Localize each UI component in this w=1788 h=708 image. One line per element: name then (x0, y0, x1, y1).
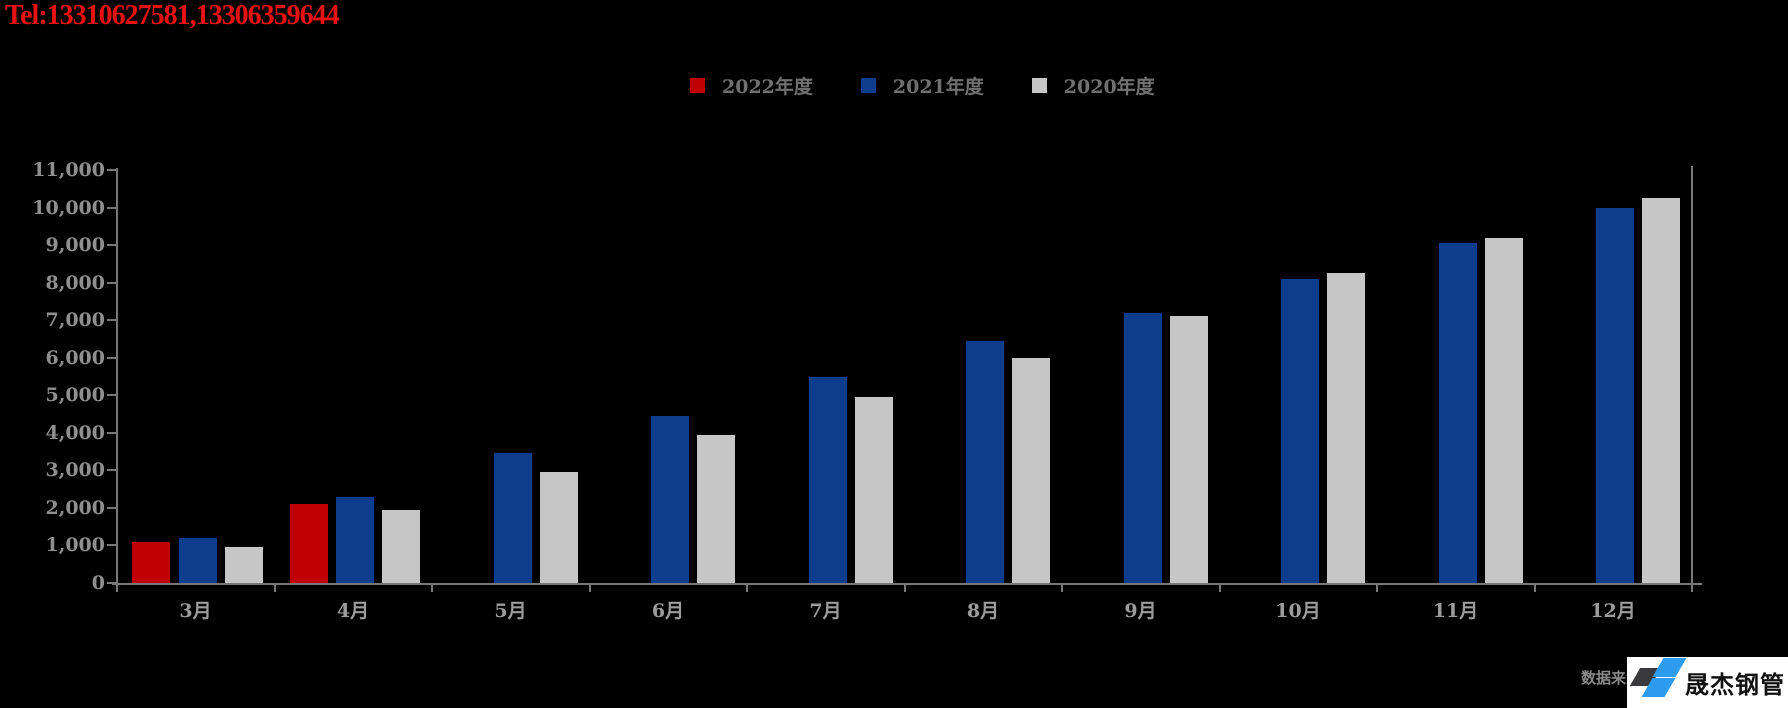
bar-2020年度-8月 (1012, 357, 1050, 583)
legend-item: 2022年度 (690, 72, 813, 99)
y-tick-mark (107, 394, 117, 397)
x-tick-label: 4月 (336, 600, 370, 622)
y-tick-mark (107, 244, 117, 247)
x-tick-mark (746, 583, 748, 592)
x-axis-line (112, 583, 1702, 585)
bar-2020年度-10月 (1327, 273, 1365, 583)
x-tick-label: 5月 (494, 600, 527, 622)
bar-2020年度-7月 (854, 397, 893, 583)
bar-2022年度-3月 (132, 541, 170, 583)
bar-2020年度-5月 (539, 472, 578, 583)
x-tick-label: 8月 (966, 600, 1000, 622)
x-tick-label: 6月 (651, 600, 685, 622)
x-tick-label: 12月 (1590, 600, 1636, 622)
right-border-line (1691, 166, 1693, 583)
y-tick-mark (107, 582, 117, 584)
y-tick-mark (107, 356, 117, 359)
bar-2021年度-6月 (651, 415, 689, 583)
bar-2021年度-5月 (493, 453, 532, 583)
x-tick-label: 10月 (1275, 600, 1321, 622)
x-tick-mark (588, 583, 591, 592)
y-tick-label: 8,000 (45, 271, 106, 294)
bar-2021年度-8月 (966, 340, 1004, 583)
x-tick-label: 11月 (1432, 600, 1479, 622)
bar-2021年度-3月 (178, 537, 217, 583)
y-tick-mark (107, 469, 117, 472)
bar-2020年度-11月 (1484, 237, 1523, 583)
chart-legend: 2022年度 2021年度 2020年度 (690, 72, 1155, 99)
x-tick-mark (273, 583, 276, 592)
y-tick-label: 5,000 (45, 384, 106, 407)
bar-2021年度-10月 (1281, 278, 1319, 583)
y-tick-label: 4,000 (45, 421, 106, 444)
y-tick-label: 9,000 (45, 234, 106, 257)
x-tick-mark (431, 583, 433, 592)
bar-2021年度-11月 (1438, 243, 1477, 583)
y-tick-mark (107, 169, 117, 171)
legend-item: 2020年度 (1031, 72, 1155, 99)
bar-2021年度-4月 (336, 496, 374, 583)
bar-2021年度-9月 (1123, 312, 1162, 583)
company-logo: 晟杰钢管 (1627, 657, 1788, 708)
y-tick-label: 11,000 (32, 159, 105, 181)
x-tick-mark (903, 583, 906, 592)
y-tick-label: 0 (91, 572, 105, 594)
legend-swatch (690, 77, 705, 93)
y-tick-mark (107, 506, 117, 509)
legend-item: 2021年度 (860, 72, 984, 99)
x-tick-label: 9月 (1124, 600, 1157, 622)
legend-label: 2022年度 (722, 75, 813, 98)
y-tick-label: 7,000 (45, 309, 106, 332)
legend-label: 2020年度 (1063, 75, 1155, 98)
y-tick-label: 1,000 (45, 534, 106, 557)
y-tick-label: 6,000 (45, 346, 106, 369)
bar-2020年度-3月 (224, 547, 263, 583)
x-tick-mark (1691, 583, 1693, 592)
bar-2020年度-4月 (382, 509, 420, 583)
y-tick-label: 10,000 (32, 196, 105, 219)
x-tick-mark (1218, 583, 1221, 592)
bar-2020年度-12月 (1642, 198, 1680, 583)
legend-swatch (1031, 77, 1047, 93)
x-tick-mark (1376, 583, 1378, 592)
legend-swatch (860, 77, 876, 93)
bar-2020年度-9月 (1169, 316, 1208, 583)
tel-watermark: Tel:13310627581,13306359644 (5, 0, 340, 31)
x-tick-label: 3月 (179, 600, 212, 622)
logo-mark-icon (1627, 657, 1687, 708)
y-axis-line (116, 168, 118, 585)
y-tick-mark (107, 431, 117, 434)
y-tick-mark (107, 206, 117, 209)
y-tick-mark (107, 281, 117, 284)
x-tick-mark (1533, 583, 1536, 592)
y-tick-mark (107, 319, 117, 322)
y-tick-label: 3,000 (45, 459, 106, 482)
bar-2021年度-12月 (1596, 207, 1634, 583)
x-tick-mark (1061, 583, 1063, 592)
legend-label: 2021年度 (892, 75, 984, 98)
x-tick-mark (116, 583, 118, 592)
logo-text: 晟杰钢管 (1685, 671, 1785, 699)
y-tick-label: 2,000 (45, 496, 106, 519)
y-tick-mark (107, 544, 117, 547)
logo-parallelogram-blue-top (1652, 658, 1687, 677)
bar-2022年度-4月 (289, 504, 328, 583)
x-tick-label: 7月 (809, 600, 842, 622)
bar-2020年度-6月 (697, 434, 735, 583)
bar-2021年度-7月 (808, 376, 847, 583)
